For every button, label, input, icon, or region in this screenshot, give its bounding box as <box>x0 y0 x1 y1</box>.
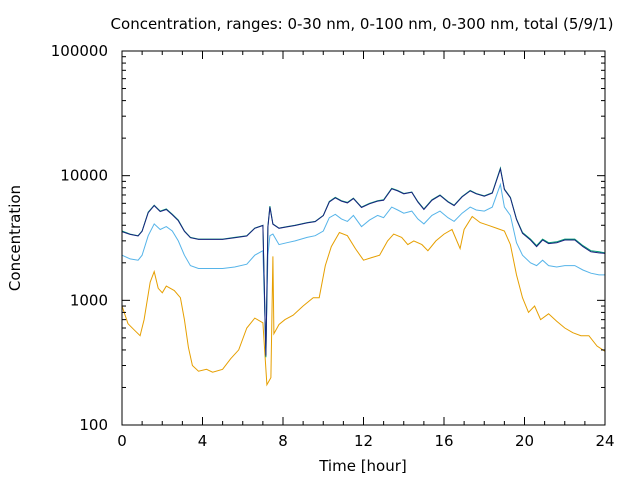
series-line-4 <box>121 167 606 356</box>
y-tick-label: 100 <box>79 416 108 434</box>
x-axis-label: Time [hour] <box>318 457 407 475</box>
y-tick-label: 10000 <box>60 167 108 185</box>
series-line-1 <box>121 215 606 387</box>
y-axis-label: Concentration <box>6 185 24 291</box>
series-layer <box>121 166 606 387</box>
x-tick-label: 20 <box>515 432 534 450</box>
plot-frame <box>121 50 606 426</box>
y-tick-label: 100000 <box>51 42 108 60</box>
series-line-2 <box>121 182 605 350</box>
chart-title: Concentration, ranges: 0-30 nm, 0-100 nm… <box>111 15 614 33</box>
y-tick-label: 1000 <box>70 291 108 309</box>
axis-layer: 0 4 8 12 16 20 24 100 1000 10000 100000 <box>51 42 615 450</box>
x-tick-label: 4 <box>198 432 208 450</box>
x-tick-label: 0 <box>117 432 127 450</box>
x-tick-label: 24 <box>595 432 614 450</box>
x-tick-label: 12 <box>354 432 373 450</box>
series-line-3 <box>121 166 606 358</box>
x-tick-label: 8 <box>278 432 288 450</box>
x-tick-label: 16 <box>434 432 453 450</box>
